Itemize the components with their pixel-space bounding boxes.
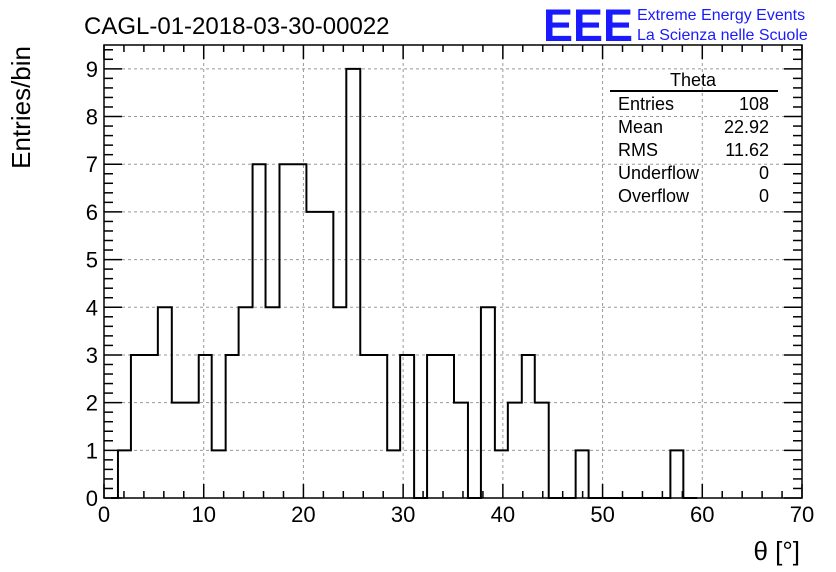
x-tick-label: 10 xyxy=(191,502,215,527)
x-tick-label: 50 xyxy=(590,502,614,527)
y-tick-label: 5 xyxy=(86,248,98,273)
y-axis-label: Entries/bin xyxy=(6,46,36,169)
stats-row-label: Overflow xyxy=(618,186,690,206)
y-tick-label: 4 xyxy=(86,295,98,320)
stats-row-label: Mean xyxy=(618,117,663,137)
y-tick-label: 1 xyxy=(86,438,98,463)
y-tick-label: 0 xyxy=(86,486,98,511)
stats-rows: Entries 108 Mean 22.92 RMS 11.62 Underflow 0 Ove… xyxy=(618,94,769,206)
stats-row-value: 22.92 xyxy=(724,117,769,137)
y-tick-label: 7 xyxy=(86,152,98,177)
eee-logo-text: EEE xyxy=(543,0,633,51)
y-tick-label: 9 xyxy=(86,57,98,82)
stats-row-value: 11.62 xyxy=(725,140,769,160)
tick-layer xyxy=(103,45,803,499)
x-tick-label: 20 xyxy=(291,502,315,527)
x-tick-label: 70 xyxy=(790,502,814,527)
y-tick-label: 8 xyxy=(86,105,98,130)
eee-logo-line2: La Scienza nelle Scuole xyxy=(637,27,808,44)
x-tick-label: 60 xyxy=(690,502,714,527)
stats-row-value: 0 xyxy=(759,186,769,206)
stats-row-label: Underflow xyxy=(618,163,700,183)
chart-title: CAGL-01-2018-03-30-00022 xyxy=(84,13,390,40)
stats-box-title: Theta xyxy=(670,70,717,90)
stats-row-value: 0 xyxy=(759,163,769,183)
y-tick-label: 2 xyxy=(86,391,98,416)
stats-row-value: 108 xyxy=(739,94,769,114)
eee-logo: EEE Extreme Energy Events La Scienza nel… xyxy=(543,0,808,51)
histogram-outline xyxy=(110,67,698,499)
x-axis-label: θ [°] xyxy=(753,536,800,566)
y-tick-label: 6 xyxy=(86,200,98,225)
x-tick-label: 0 xyxy=(98,502,110,527)
tick-label-layer: 0 10 20 30 40 50 60 70 0 1 2 3 4 5 6 7 8 9 xyxy=(86,57,814,527)
stats-box: Theta Entries 108 Mean 22.92 RMS 11.62 Underfl… xyxy=(610,70,778,206)
y-tick-label: 3 xyxy=(86,343,98,368)
stats-row-label: Entries xyxy=(618,94,674,114)
stats-row-label: RMS xyxy=(618,140,658,160)
eee-logo-line1: Extreme Energy Events xyxy=(637,7,805,24)
x-tick-label: 30 xyxy=(391,502,415,527)
grid-layer xyxy=(104,45,802,498)
x-tick-label: 40 xyxy=(491,502,515,527)
plot-frame xyxy=(103,44,803,499)
